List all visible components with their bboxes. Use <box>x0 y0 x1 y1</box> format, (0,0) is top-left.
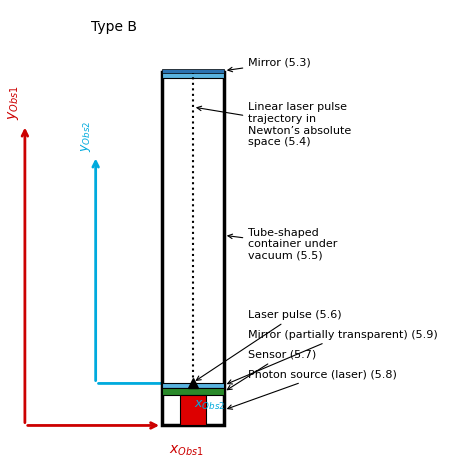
Text: $y_{Obs2}$: $y_{Obs2}$ <box>79 121 93 152</box>
Bar <box>162 383 224 388</box>
Text: Mirror (partially transparent) (5.9): Mirror (partially transparent) (5.9) <box>228 330 438 384</box>
Bar <box>162 72 224 426</box>
Text: $y_{Obs1}$: $y_{Obs1}$ <box>6 86 21 120</box>
Bar <box>162 388 224 395</box>
Text: Photon source (laser) (5.8): Photon source (laser) (5.8) <box>228 370 397 409</box>
Text: Tube-shaped
container under
vacuum (5.5): Tube-shaped container under vacuum (5.5) <box>228 228 337 261</box>
Text: $x_{Obs1}$: $x_{Obs1}$ <box>169 443 203 457</box>
Text: Linear laser pulse
trajectory in
Newton’s absolute
space (5.4): Linear laser pulse trajectory in Newton’… <box>197 102 352 147</box>
Bar <box>162 69 224 73</box>
Text: Type B: Type B <box>91 20 137 34</box>
Text: Mirror (5.3): Mirror (5.3) <box>228 58 311 72</box>
Text: Laser pulse (5.6): Laser pulse (5.6) <box>196 310 342 380</box>
Bar <box>180 395 206 425</box>
Text: $x_{Obs2}$: $x_{Obs2}$ <box>194 399 225 412</box>
Bar <box>162 72 224 78</box>
Text: Sensor (5.7): Sensor (5.7) <box>228 350 317 390</box>
